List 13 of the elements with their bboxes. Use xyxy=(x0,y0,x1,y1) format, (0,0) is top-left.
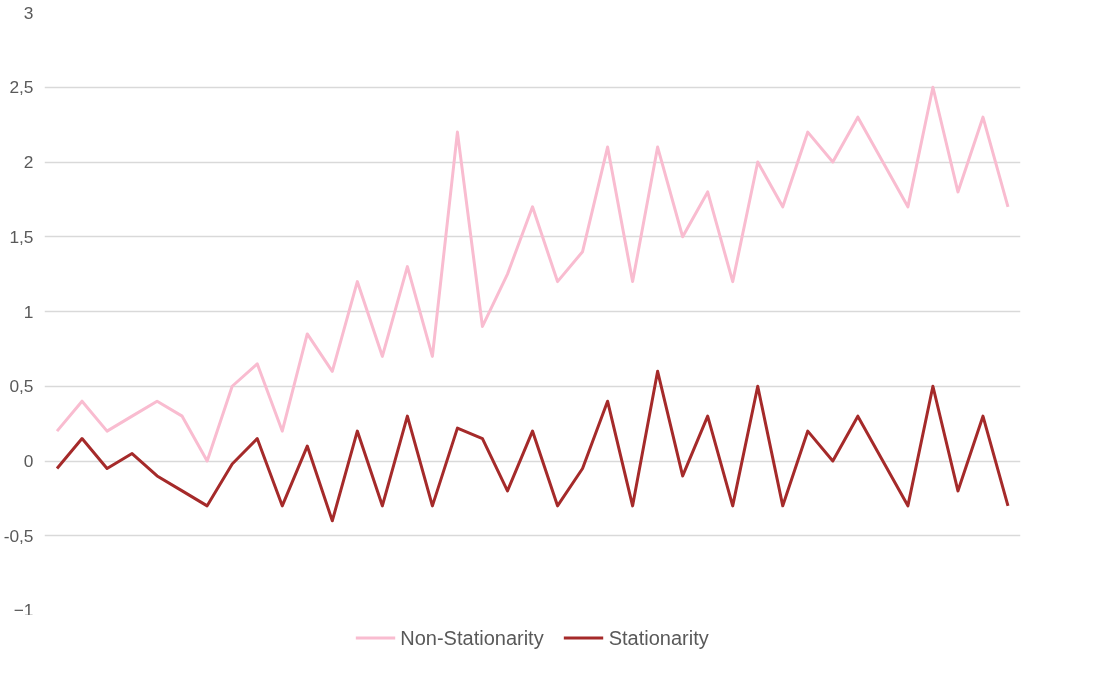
y-tick-label: −1 xyxy=(13,599,34,620)
y-tick-label: 2,5 xyxy=(9,77,34,98)
y-tick-label: 1 xyxy=(23,301,34,322)
y-tick-label: 3 xyxy=(23,2,34,23)
y-tick-label: 2 xyxy=(23,152,34,172)
y-tick-label: 0 xyxy=(23,451,34,471)
line-series xyxy=(55,85,1010,463)
legend-label: Non-Stationarity xyxy=(400,626,544,649)
line-series xyxy=(55,369,1010,523)
legend-label: Stationarity xyxy=(608,626,709,649)
y-tick-label: 1,5 xyxy=(9,226,34,247)
y-tick-label: 0,5 xyxy=(9,376,34,397)
y-tick-label: -0,5 xyxy=(3,525,34,546)
